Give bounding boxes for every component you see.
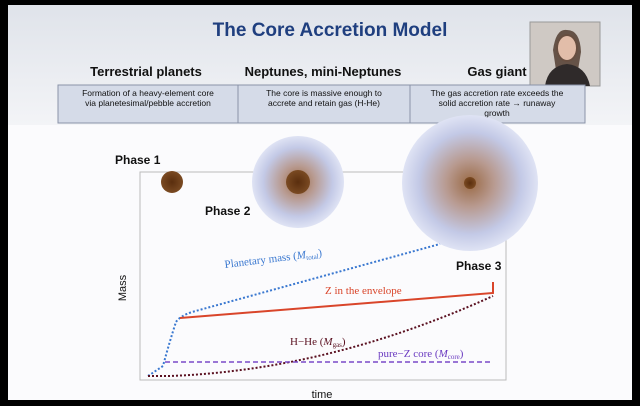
- phase-label: Phase 3: [456, 259, 502, 273]
- curve-z-envelope: [179, 282, 494, 319]
- phase-label: Phase 2: [205, 204, 251, 218]
- y-axis-label: Mass: [117, 274, 129, 301]
- column-heading: Gas giant: [467, 64, 527, 79]
- curve-label: H−He (Mgas): [290, 336, 346, 349]
- column-heading: Terrestrial planets: [90, 64, 202, 79]
- slide-title: The Core Accretion Model: [213, 20, 448, 41]
- description-box: [57, 84, 239, 124]
- description-box: [409, 84, 586, 124]
- curve-total: [147, 243, 441, 377]
- phase-label: Phase 1: [115, 153, 161, 167]
- description: accrete and retain gas (H-He): [268, 98, 380, 108]
- description: The gas accretion rate exceeds the: [431, 88, 564, 98]
- planet-phase-1: [161, 171, 183, 193]
- curve-label: Z in the envelope: [325, 285, 402, 297]
- description: solid accretion rate → runaway: [439, 98, 556, 108]
- planet-core: [464, 177, 476, 189]
- description: The core is massive enough to: [266, 88, 382, 98]
- webcam: [529, 21, 601, 87]
- curve-label: pure−Z core (Mcore): [378, 348, 464, 361]
- description: growth: [484, 108, 510, 118]
- description-box: [237, 84, 411, 124]
- description: Formation of a heavy-element core: [82, 88, 214, 98]
- planet-core: [286, 170, 310, 194]
- column-heading: Neptunes, mini-Neptunes: [245, 64, 402, 79]
- description: via planetesimal/pebble accretion: [85, 98, 211, 108]
- x-axis-label: time: [312, 389, 333, 401]
